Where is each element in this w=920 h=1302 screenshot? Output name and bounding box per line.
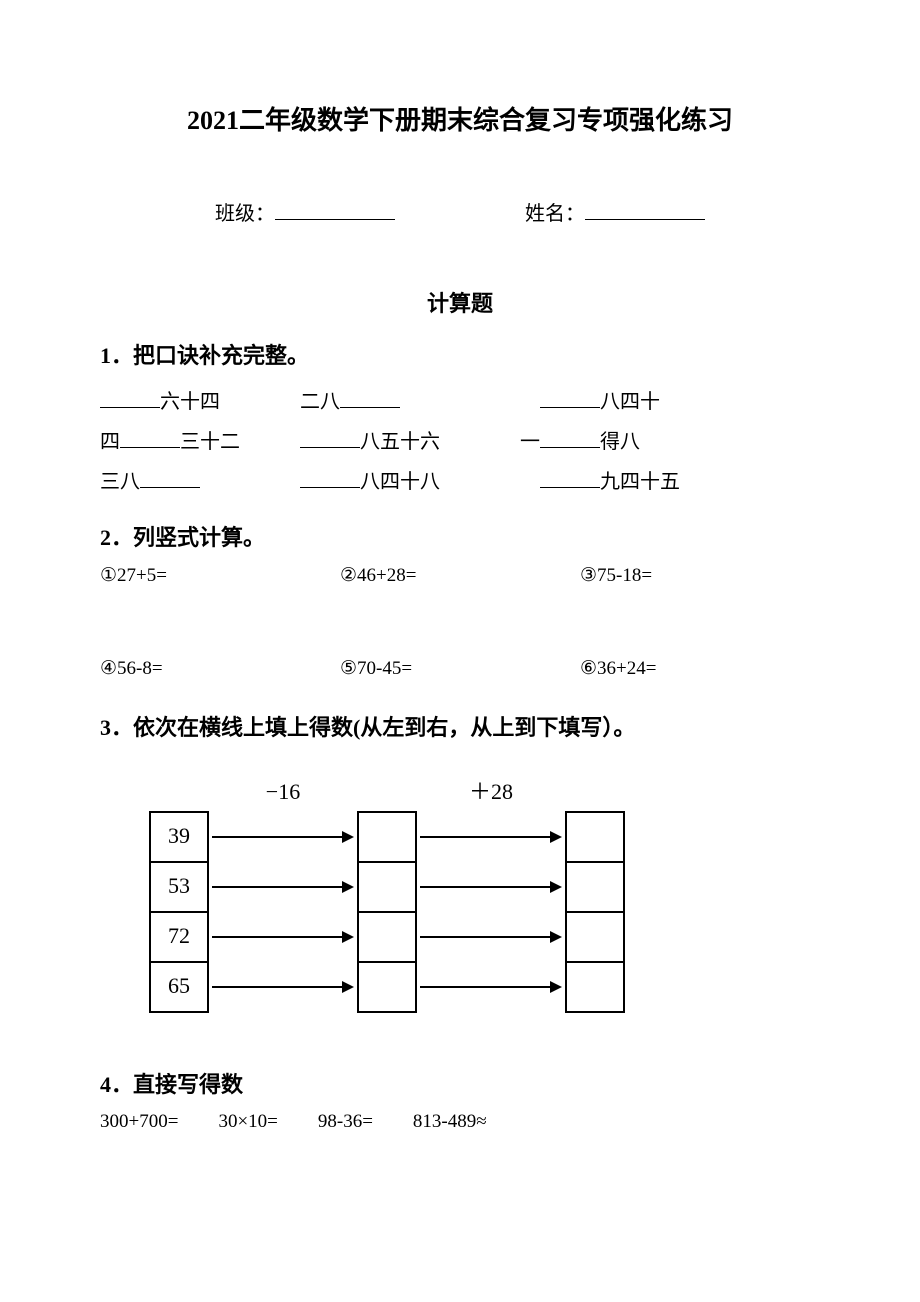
arrow-icon (212, 981, 354, 993)
q1-cell: 三八 (100, 462, 300, 502)
q1-cell: 六十四 (100, 382, 300, 422)
q1-cell: 四 三十二 (100, 422, 300, 462)
arrow-icon (212, 881, 354, 893)
q4-head: 4．直接写得数 (100, 1067, 820, 1099)
q4-item: 30×10= (218, 1111, 277, 1133)
q3-blank-cell[interactable] (358, 812, 416, 862)
q3-blank-cell[interactable] (358, 912, 416, 962)
arrow-icon (212, 831, 354, 843)
arrow-icon (420, 981, 562, 993)
class-label: 班级： (215, 203, 275, 225)
fill-blank[interactable] (540, 428, 600, 448)
arrow-icon (212, 931, 354, 943)
name-label: 姓名： (525, 203, 585, 225)
q3-blank-cell[interactable] (566, 962, 624, 1012)
q4-row: 300+700= 30×10= 98-36= 813-489≈ (100, 1111, 820, 1133)
q1-row: 三八 八四十八 九四十五 (100, 462, 820, 502)
q3-blank-cell[interactable] (358, 962, 416, 1012)
q1-text: 得八 (600, 431, 640, 453)
q1-cell: 八四十 (540, 382, 740, 422)
q1-body: 六十四 二八 八四十四 三十二 八五十六 一 得八三八 八四十八 九四十五 (100, 382, 820, 502)
q3-input-value: 53 (168, 873, 190, 898)
q2-item: ①27+5= (100, 564, 340, 587)
q1-row: 四 三十二 八五十六 一 得八 (100, 422, 820, 462)
fill-blank[interactable] (300, 468, 360, 488)
q1-text: 四 (100, 431, 120, 453)
arrow-icon (420, 931, 562, 943)
q3-diagram: −16 ＋28 39 53 72 65 (140, 772, 820, 1037)
q1-row: 六十四 二八 八四十 (100, 382, 820, 422)
fill-blank[interactable] (340, 388, 400, 408)
q3-svg: −16 ＋28 39 53 72 65 (140, 772, 644, 1032)
arrow-icon (420, 831, 562, 843)
fill-blank[interactable] (540, 388, 600, 408)
q1-text: 八五十六 (360, 431, 440, 453)
q2-head: 2．列竖式计算。 (100, 520, 820, 552)
q1-text: 九四十五 (600, 471, 680, 493)
q1-text: 一 (520, 431, 540, 453)
q2-item: ④56-8= (100, 657, 340, 680)
q3-blank-cell[interactable] (566, 912, 624, 962)
q3-blank-cell[interactable] (358, 862, 416, 912)
q1-head: 1．把口诀补充完整。 (100, 338, 820, 370)
q3-input-value: 65 (168, 973, 190, 998)
q4-item: 300+700= (100, 1111, 178, 1133)
q3-blank-cell[interactable] (566, 862, 624, 912)
fill-blank[interactable] (140, 468, 200, 488)
q1-text: 六十四 (160, 391, 220, 413)
arrow-icon (420, 881, 562, 893)
q4-item: 98-36= (318, 1111, 373, 1133)
q1-text: 三十二 (180, 431, 240, 453)
q1-text: 三八 (100, 471, 140, 493)
fill-blank[interactable] (100, 388, 160, 408)
page: 2021二年级数学下册期末综合复习专项强化练习 班级： 姓名： 计算题 1．把口… (0, 0, 920, 1302)
q2-item: ②46+28= (340, 564, 580, 587)
q3-blank-cell[interactable] (566, 812, 624, 862)
q2-grid: ①27+5=②46+28=③75-18= ④56-8=⑤70-45=⑥36+24= (100, 564, 820, 680)
fill-blank[interactable] (540, 468, 600, 488)
document-title: 2021二年级数学下册期末综合复习专项强化练习 (100, 100, 820, 137)
class-blank[interactable] (275, 200, 395, 220)
section-title: 计算题 (100, 286, 820, 318)
q1-cell: 八五十六 (300, 422, 520, 462)
fill-blank[interactable] (120, 428, 180, 448)
svg-text:−16: −16 (266, 779, 300, 804)
q2-item: ⑤70-45= (340, 657, 580, 680)
q1-text: 八四十八 (360, 471, 440, 493)
fill-blank[interactable] (300, 428, 360, 448)
name-blank[interactable] (585, 200, 705, 220)
q3-input-value: 39 (168, 823, 190, 848)
q2-item: ⑥36+24= (580, 657, 820, 680)
q1-cell: 二八 (300, 382, 540, 422)
q1-cell: 八四十八 (300, 462, 540, 502)
svg-text:＋28: ＋28 (469, 779, 513, 804)
q3-head: 3．依次在横线上填上得数(从左到右，从上到下填写）。 (100, 710, 820, 742)
q1-text: 二八 (300, 391, 340, 413)
q2-item: ③75-18= (580, 564, 820, 587)
q1-cell: 一 得八 (520, 422, 720, 462)
q1-cell: 九四十五 (540, 462, 740, 502)
student-info-line: 班级： 姓名： (100, 197, 820, 226)
q4-item: 813-489≈ (413, 1111, 487, 1133)
q3-input-value: 72 (168, 923, 190, 948)
q1-text: 八四十 (600, 391, 660, 413)
